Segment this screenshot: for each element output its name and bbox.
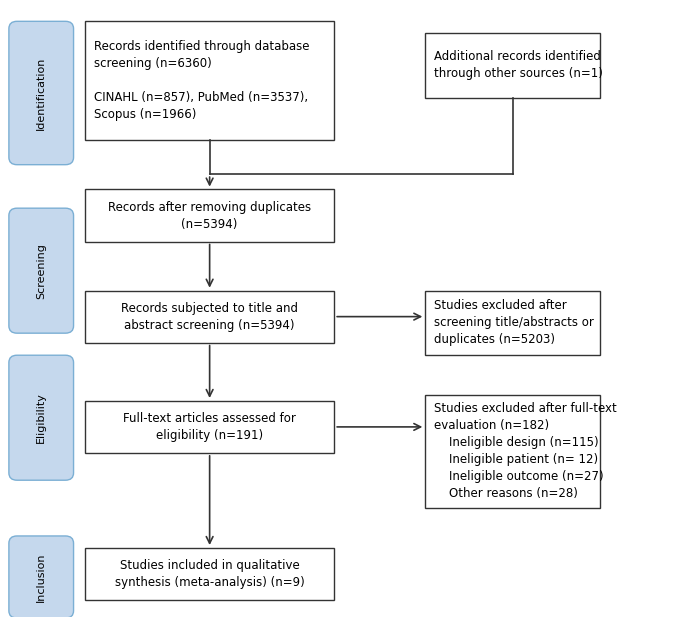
Text: Records subjected to title and
abstract screening (n=5394): Records subjected to title and abstract … [121, 302, 298, 332]
FancyBboxPatch shape [9, 536, 74, 618]
Text: Full-text articles assessed for
eligibility (n=191): Full-text articles assessed for eligibil… [123, 412, 296, 442]
Text: Records identified through database
screening (n=6360)

CINAHL (n=857), PubMed (: Records identified through database scre… [93, 40, 309, 121]
FancyBboxPatch shape [425, 395, 600, 508]
Text: Additional records identified
through other sources (n=1): Additional records identified through ot… [434, 50, 603, 81]
Text: Studies included in qualitative
synthesis (meta-analysis) (n=9): Studies included in qualitative synthesi… [115, 559, 304, 589]
FancyBboxPatch shape [9, 208, 74, 333]
Text: Screening: Screening [36, 243, 46, 299]
FancyBboxPatch shape [85, 548, 334, 600]
FancyBboxPatch shape [9, 355, 74, 480]
FancyBboxPatch shape [85, 291, 334, 343]
FancyBboxPatch shape [425, 291, 600, 355]
FancyBboxPatch shape [85, 401, 334, 453]
Text: Studies excluded after
screening title/abstracts or
duplicates (n=5203): Studies excluded after screening title/a… [434, 299, 594, 347]
Text: Records after removing duplicates
(n=5394): Records after removing duplicates (n=539… [108, 201, 311, 230]
Text: Eligibility: Eligibility [36, 392, 46, 443]
FancyBboxPatch shape [9, 21, 74, 165]
FancyBboxPatch shape [85, 189, 334, 242]
Text: Inclusion: Inclusion [36, 552, 46, 602]
Text: Identification: Identification [36, 57, 46, 130]
FancyBboxPatch shape [425, 34, 600, 97]
Text: Studies excluded after full-text
evaluation (n=182)
    Ineligible design (n=115: Studies excluded after full-text evaluat… [434, 402, 617, 501]
FancyBboxPatch shape [85, 21, 334, 140]
